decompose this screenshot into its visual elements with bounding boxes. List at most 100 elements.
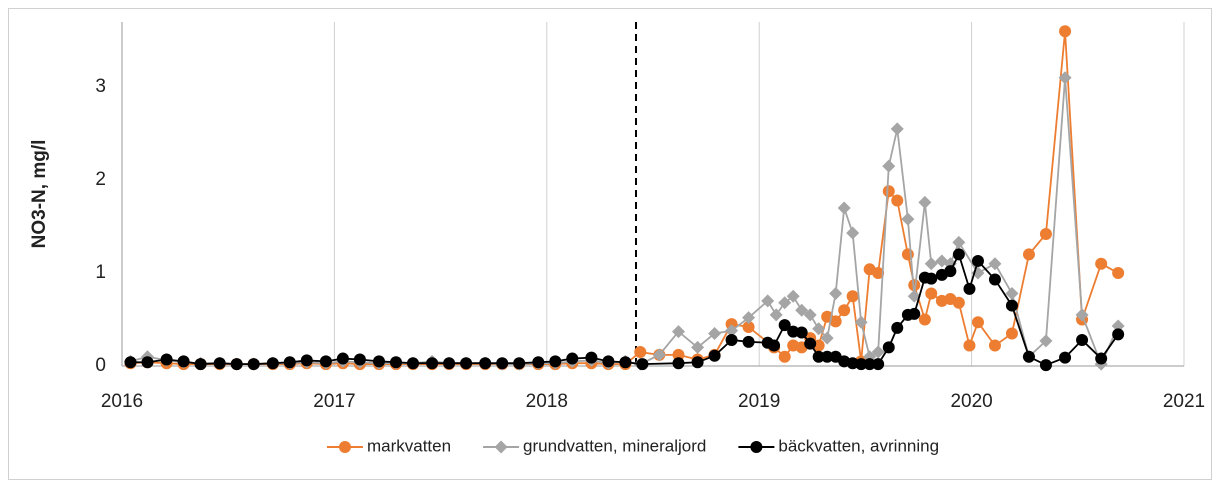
point — [1005, 286, 1019, 300]
point — [691, 356, 704, 369]
point — [812, 322, 826, 336]
point — [213, 357, 226, 370]
point — [901, 248, 914, 261]
point — [652, 348, 666, 362]
legend-item: bäckvatten, avrinning — [738, 436, 939, 455]
point — [882, 159, 896, 173]
point — [742, 320, 755, 333]
point — [971, 254, 984, 267]
point — [742, 335, 755, 348]
point — [124, 356, 137, 369]
point — [389, 356, 402, 369]
point — [846, 226, 860, 240]
point — [496, 357, 509, 370]
point — [460, 357, 473, 370]
point — [890, 122, 904, 136]
legend-item: markvatten — [326, 436, 451, 455]
point — [882, 185, 895, 198]
point — [1058, 71, 1072, 85]
point — [963, 282, 976, 295]
y-tick-label: 1 — [95, 262, 106, 283]
legend-label: bäckvatten, avrinning — [778, 436, 939, 455]
point — [778, 350, 791, 363]
point — [1059, 25, 1072, 38]
point — [725, 324, 739, 338]
point — [336, 352, 349, 365]
point — [266, 357, 279, 370]
point — [566, 352, 579, 365]
point — [952, 296, 965, 309]
point — [479, 357, 492, 370]
y-tick-label: 0 — [95, 355, 106, 376]
y-axis-label: NO3-N, mg/l — [29, 140, 50, 249]
point — [1075, 308, 1089, 322]
point — [1112, 267, 1125, 280]
point — [141, 356, 154, 369]
series — [124, 248, 1125, 372]
legend-marker — [494, 440, 508, 454]
point — [602, 355, 615, 368]
point — [872, 358, 885, 371]
point — [918, 195, 932, 209]
point — [803, 308, 817, 322]
point — [230, 358, 243, 371]
point — [795, 326, 808, 339]
point — [846, 290, 859, 303]
point — [795, 303, 809, 317]
point — [988, 273, 1001, 286]
point — [549, 355, 562, 368]
point — [1022, 248, 1035, 261]
point — [924, 257, 938, 271]
point — [691, 340, 705, 354]
point — [406, 357, 419, 370]
point — [882, 341, 895, 354]
point — [373, 355, 386, 368]
chart-frame — [8, 8, 1212, 480]
point — [908, 279, 921, 292]
point — [708, 326, 722, 340]
point — [1095, 352, 1108, 365]
point — [1076, 333, 1089, 346]
point — [829, 286, 843, 300]
point — [872, 267, 885, 280]
point — [672, 348, 685, 361]
point — [160, 353, 173, 366]
point — [300, 354, 313, 367]
point — [804, 337, 817, 350]
point — [634, 346, 647, 359]
point — [443, 357, 456, 370]
point — [944, 265, 957, 278]
x-tick-label: 2016 — [101, 391, 143, 412]
point — [725, 318, 738, 331]
point — [769, 308, 783, 322]
point — [1111, 319, 1125, 333]
point — [177, 355, 190, 368]
point — [829, 315, 842, 328]
point — [283, 356, 296, 369]
point — [786, 289, 800, 303]
point — [778, 296, 792, 310]
point — [891, 321, 904, 334]
point — [855, 358, 868, 371]
point — [821, 350, 834, 363]
point — [778, 319, 791, 332]
point — [194, 358, 207, 371]
point — [925, 272, 938, 285]
point — [426, 357, 439, 370]
point — [988, 339, 1001, 352]
point — [812, 350, 825, 363]
point — [891, 194, 904, 207]
legend-marker — [750, 441, 763, 453]
point — [908, 307, 921, 320]
point — [1005, 327, 1018, 340]
point — [1039, 334, 1053, 348]
point — [1005, 299, 1018, 312]
point — [863, 358, 876, 371]
point — [1059, 351, 1072, 364]
point — [671, 325, 685, 339]
point — [925, 287, 938, 300]
x-tick-label: 2017 — [313, 391, 355, 412]
point — [636, 358, 649, 371]
point — [820, 331, 834, 345]
